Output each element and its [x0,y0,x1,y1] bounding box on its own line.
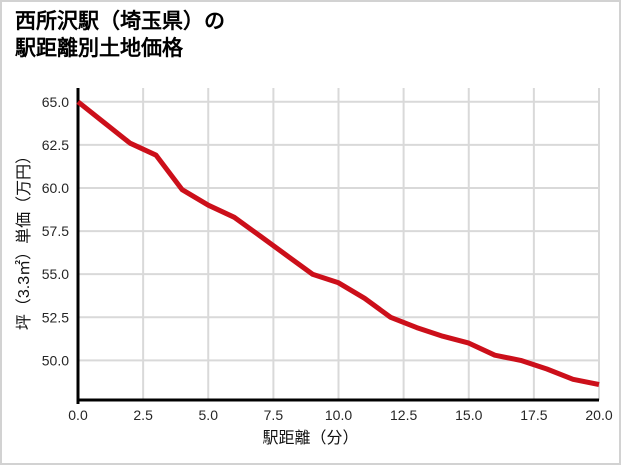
x-tick-label: 20.0 [585,407,612,423]
x-axis-label: 駅距離（分） [262,430,359,447]
x-tick-label: 15.0 [455,407,482,423]
x-tick-label: 7.5 [264,407,284,423]
y-tick-label: 65.0 [42,94,69,110]
x-tick-label: 5.0 [199,407,219,423]
price-line [76,99,600,387]
y-tick-label: 60.0 [42,180,69,196]
x-tick-label: 2.5 [133,407,153,423]
chart-title: 西所沢駅（埼玉県）の 駅距離別土地価格 [15,8,225,62]
x-tick-label: 12.5 [390,407,417,423]
y-tick-label: 62.5 [42,137,69,153]
chart-title-line1: 西所沢駅（埼玉県）の [15,10,225,33]
y-tick-label: 57.5 [42,223,69,239]
x-tick-label: 10.0 [325,407,352,423]
x-tick-label: 0.0 [68,407,88,423]
y-tick-label: 50.0 [42,352,69,368]
x-tick-label: 17.5 [520,407,547,423]
y-tick-label: 52.5 [42,309,69,325]
y-tick-label: 55.0 [42,266,69,282]
chart-title-line2: 駅距離別土地価格 [15,37,183,60]
